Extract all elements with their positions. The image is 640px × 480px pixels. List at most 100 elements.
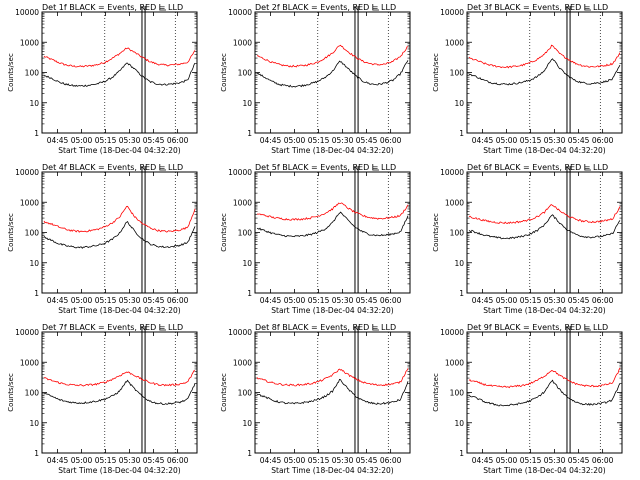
x-axis-label: Start Time (18-Dec-04 04:32:20) — [483, 306, 605, 315]
y-tick-label: 1 — [459, 449, 464, 458]
y-tick-label: 1 — [34, 449, 39, 458]
x-tick-label: 05:00 — [496, 296, 518, 305]
x-axis-label: Start Time (18-Dec-04 04:32:20) — [271, 306, 393, 315]
y-tick-label: 10000 — [228, 8, 252, 17]
y-axis-label: Counts/sec — [432, 213, 440, 252]
detector-panel-8: Det 8f BLACK = Events, RED = LLD 1 10 100 10… — [220, 323, 411, 475]
panel-title: Det 6f BLACK = Events, RED = LLD — [467, 163, 608, 172]
y-tick-label: 100 — [25, 69, 40, 78]
x-tick-label: 05:45 — [143, 136, 165, 145]
events-trace — [468, 214, 621, 240]
y-tick-label: 100 — [238, 69, 253, 78]
x-tick-label: 05:15 — [308, 296, 330, 305]
events-trace — [43, 379, 196, 406]
x-axis-label: Start Time (18-Dec-04 04:32:20) — [58, 466, 180, 475]
x-tick-label: 05:15 — [95, 456, 117, 465]
panel-title: Det 2f BLACK = Events, RED = LLD — [255, 3, 396, 12]
y-tick-label: 10 — [29, 99, 39, 108]
y-tick-label: 100 — [238, 229, 253, 238]
y-axis-label: Counts/sec — [7, 213, 15, 252]
x-tick-label: 04:45 — [47, 456, 69, 465]
x-tick-label: 05:45 — [356, 136, 378, 145]
y-tick-label: 10000 — [440, 168, 464, 177]
x-tick-label: 05:45 — [568, 296, 590, 305]
detector-panel-3: Det 3f BLACK = Events, RED = LLD 1 10 100 10… — [432, 3, 623, 155]
y-tick-label: 10000 — [228, 168, 252, 177]
events-trace — [44, 62, 196, 87]
x-tick-label: 04:45 — [260, 296, 282, 305]
detector-panel-2: Det 2f BLACK = Events, RED = LLD 1 10 100 10… — [220, 3, 411, 155]
y-axis-label: Counts/sec — [432, 373, 440, 412]
flag-marker — [372, 4, 379, 11]
x-tick-label: 04:45 — [47, 296, 69, 305]
x-tick-label: 05:45 — [356, 456, 378, 465]
y-tick-label: 1000 — [20, 38, 39, 47]
x-tick-label: 06:00 — [167, 136, 189, 145]
flag-marker — [372, 164, 379, 171]
x-tick-label: 04:45 — [260, 456, 282, 465]
y-tick-label: 10000 — [15, 328, 39, 337]
x-tick-label: 05:00 — [71, 296, 93, 305]
x-tick-label: 05:30 — [119, 136, 141, 145]
x-tick-label: 04:45 — [260, 136, 282, 145]
lld-trace — [256, 202, 409, 221]
x-tick-label: 05:30 — [544, 456, 566, 465]
x-tick-label: 05:00 — [71, 456, 93, 465]
y-tick-label: 10000 — [15, 168, 39, 177]
y-tick-label: 1 — [459, 289, 464, 298]
y-tick-label: 1000 — [233, 38, 252, 47]
x-tick-label: 06:00 — [167, 456, 189, 465]
panel-title: Det 7f BLACK = Events, RED = LLD — [42, 323, 183, 332]
x-tick-label: 05:15 — [520, 136, 542, 145]
detector-panel-7: Det 7f BLACK = Events, RED = LLD 1 10 100 10… — [7, 323, 198, 475]
y-tick-label: 1 — [247, 129, 252, 138]
x-tick-label: 05:15 — [95, 136, 117, 145]
x-tick-label: 06:00 — [380, 456, 402, 465]
y-tick-label: 1000 — [445, 198, 464, 207]
y-axis-label: Counts/sec — [432, 53, 440, 92]
y-tick-label: 1000 — [20, 198, 39, 207]
panel-title: Det 8f BLACK = Events, RED = LLD — [255, 323, 396, 332]
panel-title: Det 1f BLACK = Events, RED = LLD — [42, 3, 183, 12]
x-tick-label: 05:30 — [119, 296, 141, 305]
y-tick-label: 10000 — [228, 328, 252, 337]
detector-panel-4: Det 4f BLACK = Events, RED = LLD 1 10 100 10… — [7, 163, 198, 315]
x-tick-label: 05:00 — [496, 136, 518, 145]
lld-trace — [43, 205, 196, 233]
x-tick-label: 04:45 — [472, 296, 494, 305]
x-axis-label: Start Time (18-Dec-04 04:32:20) — [483, 146, 605, 155]
y-tick-label: 10 — [29, 259, 39, 268]
y-tick-label: 1000 — [445, 358, 464, 367]
x-tick-label: 05:00 — [284, 456, 306, 465]
x-tick-label: 05:15 — [520, 456, 542, 465]
x-tick-label: 05:00 — [284, 296, 306, 305]
x-tick-label: 06:00 — [167, 296, 189, 305]
y-tick-label: 10000 — [440, 328, 464, 337]
y-tick-label: 1000 — [20, 358, 39, 367]
y-tick-label: 1 — [34, 129, 39, 138]
x-tick-label: 05:45 — [568, 136, 590, 145]
x-tick-label: 05:00 — [71, 136, 93, 145]
y-axis-label: Counts/sec — [220, 53, 228, 92]
y-tick-label: 1 — [247, 449, 252, 458]
x-tick-label: 06:00 — [592, 136, 614, 145]
y-tick-label: 10 — [454, 259, 464, 268]
x-tick-label: 05:45 — [143, 296, 165, 305]
x-tick-label: 06:00 — [380, 296, 402, 305]
flag-marker — [159, 324, 166, 331]
x-tick-label: 06:00 — [592, 456, 614, 465]
x-tick-label: 06:00 — [592, 296, 614, 305]
y-tick-label: 100 — [25, 389, 40, 398]
x-tick-label: 05:30 — [119, 456, 141, 465]
x-tick-label: 04:45 — [47, 136, 69, 145]
events-trace — [256, 60, 409, 88]
y-axis-label: Counts/sec — [7, 53, 15, 92]
events-trace — [468, 58, 621, 86]
x-tick-label: 05:15 — [520, 296, 542, 305]
flag-marker — [159, 164, 166, 171]
y-tick-label: 1 — [459, 129, 464, 138]
y-axis-label: Counts/sec — [220, 373, 228, 412]
flag-marker — [584, 324, 591, 331]
x-tick-label: 04:45 — [472, 456, 494, 465]
x-tick-label: 05:45 — [568, 456, 590, 465]
